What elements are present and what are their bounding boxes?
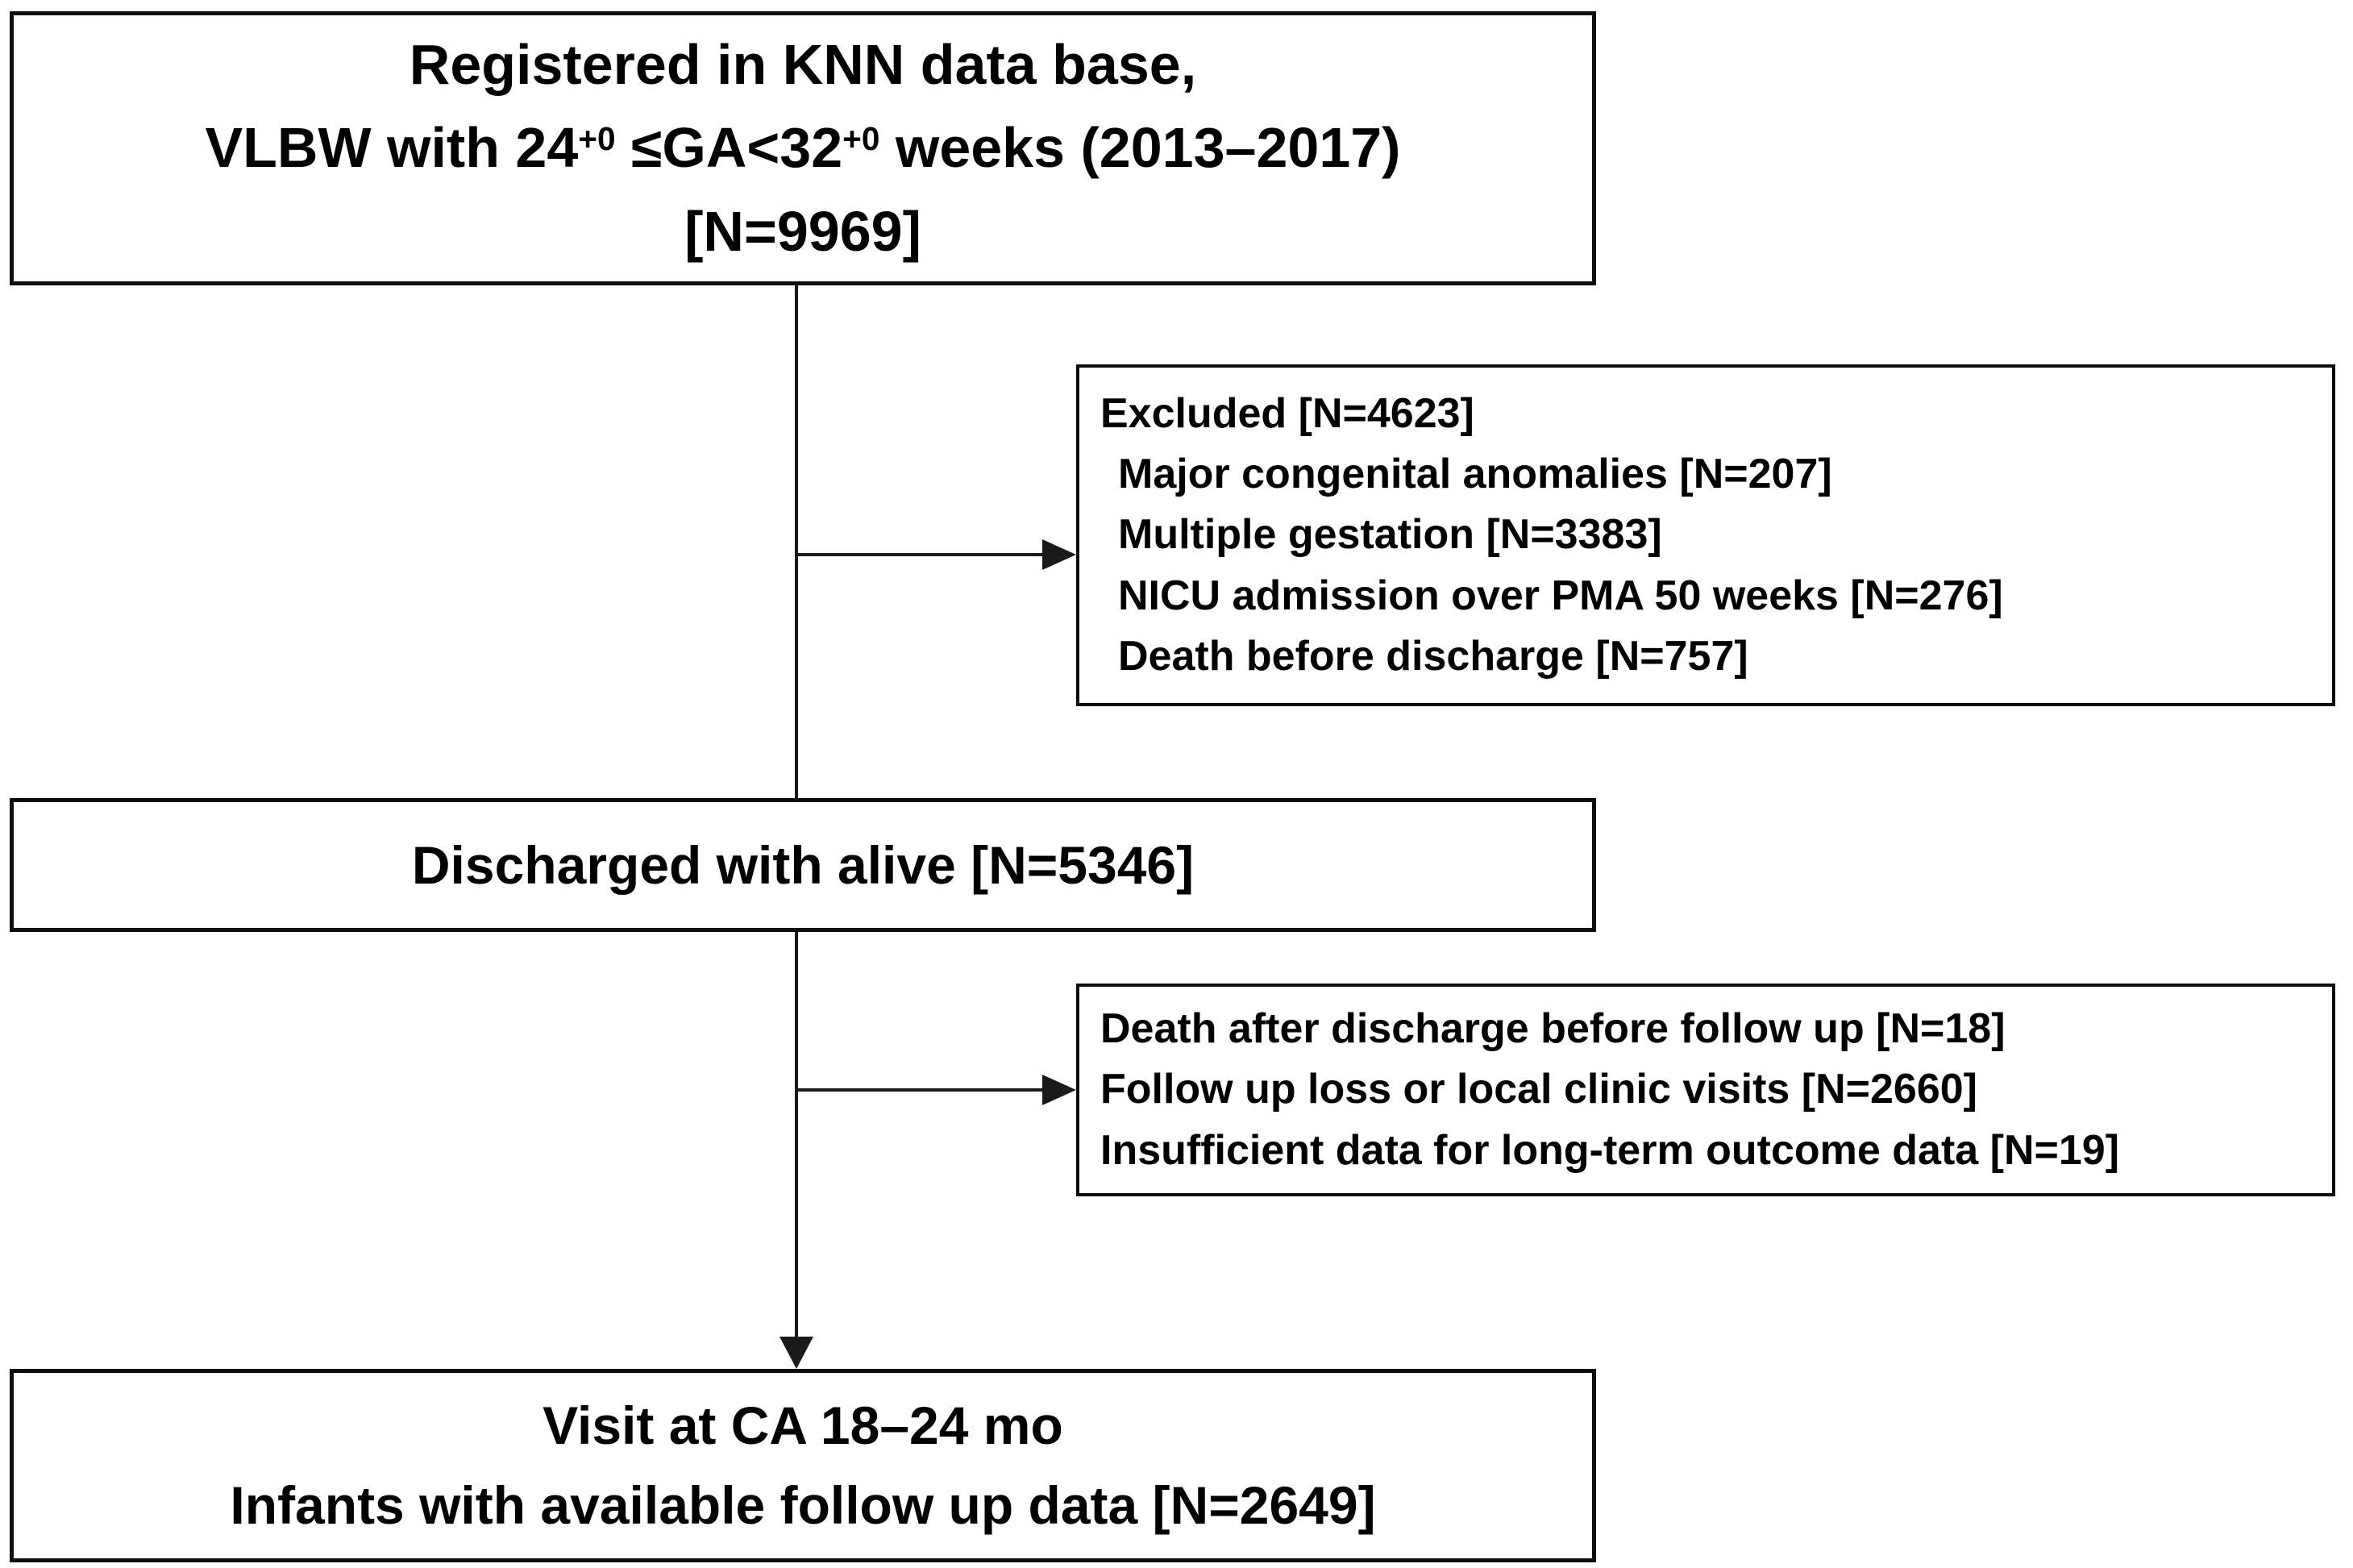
discharged-text: Discharged with alive [N=5346]: [411, 835, 1195, 895]
registered-line2-superscript2: +0: [842, 120, 880, 158]
registered-line2-seg2: ≤GA<32: [615, 116, 843, 180]
arrowhead-excluded-icon: [1042, 539, 1076, 570]
registered-count: [N=9969]: [684, 199, 921, 263]
followup-loss-item: Insufficient data for long-term outcome …: [1100, 1126, 2120, 1174]
box-followup-loss: Death after discharge before follow up […: [1076, 984, 2335, 1196]
followup-loss-item: Follow up loss or local clinic visits [N…: [1100, 1066, 1977, 1113]
box-registered-cohort: Registered in KNN data base, VLBW with 2…: [10, 11, 1596, 285]
followup-loss-item: Death after discharge before follow up […: [1100, 1004, 2006, 1052]
excluded-header: Excluded [N=4623]: [1100, 389, 1474, 437]
registered-line2: VLBW with 24+0 ≤GA<32+0 weeks (2013–2017…: [205, 106, 1400, 190]
box-visit-followup: Visit at CA 18–24 mo Infants with availa…: [10, 1369, 1596, 1562]
registered-line2-seg3: weeks (2013–2017): [879, 116, 1401, 180]
visit-count: Infants with available follow up data [N…: [230, 1475, 1376, 1535]
arrowhead-visit-icon: [779, 1337, 813, 1369]
excluded-item: Multiple gestation [N=3383]: [1118, 511, 1662, 559]
registered-line1: Registered in KNN data base,: [409, 32, 1197, 96]
connector-registered-to-discharged: [795, 285, 798, 798]
connector-branch-excluded: [796, 553, 1044, 556]
box-excluded: Excluded [N=4623] Major congenital anoma…: [1076, 364, 2335, 706]
excluded-item: NICU admission over PMA 50 weeks [N=276]: [1118, 572, 2003, 619]
registered-line2-superscript1: +0: [578, 120, 616, 158]
connector-discharged-to-visit: [795, 932, 798, 1337]
excluded-item: Major congenital anomalies [N=207]: [1118, 450, 1832, 497]
arrowhead-followup-loss-icon: [1042, 1075, 1076, 1105]
box-discharged-alive: Discharged with alive [N=5346]: [10, 798, 1596, 932]
registered-line2-seg1: VLBW with 24: [205, 116, 579, 180]
excluded-item: Death before discharge [N=757]: [1118, 633, 1748, 680]
visit-line1: Visit at CA 18–24 mo: [543, 1395, 1063, 1455]
connector-branch-followup-loss: [796, 1088, 1044, 1092]
